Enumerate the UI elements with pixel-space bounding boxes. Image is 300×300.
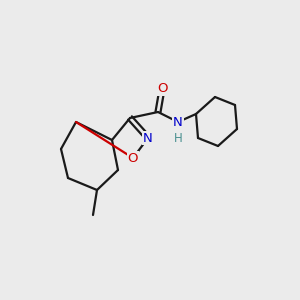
Text: N: N xyxy=(173,116,183,128)
Text: H: H xyxy=(174,131,182,145)
Text: N: N xyxy=(143,131,153,145)
Text: O: O xyxy=(157,82,167,95)
Text: O: O xyxy=(128,152,138,164)
